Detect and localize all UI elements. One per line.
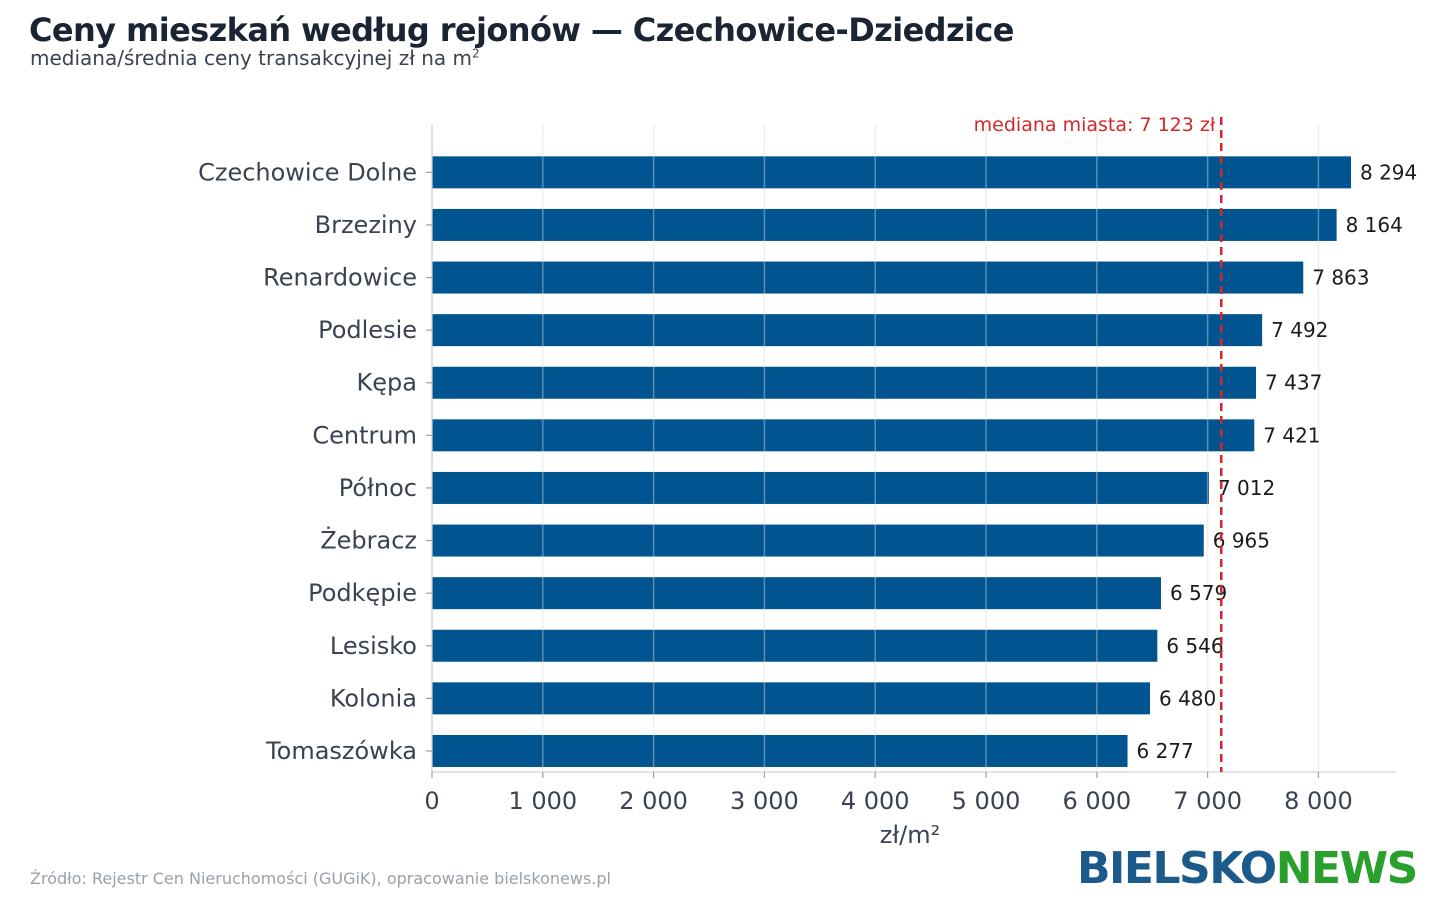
category-label: Renardowice [263, 264, 417, 292]
category-label: Czechowice Dolne [198, 158, 417, 186]
bar [432, 208, 1337, 241]
category-label: Brzeziny [315, 211, 417, 239]
subtitle-text: mediana/średnia ceny transakcyjnej zł na… [30, 46, 473, 70]
bar [432, 366, 1257, 399]
value-label: 8 294 [1360, 160, 1417, 184]
value-label: 6 546 [1166, 634, 1223, 658]
value-label: 7 492 [1271, 318, 1328, 342]
chart-title: Ceny mieszkań według rejonów — Czechowic… [29, 11, 1014, 49]
bar [432, 629, 1158, 662]
bar [432, 734, 1128, 767]
x-axis-title: zł/m² [880, 821, 941, 849]
value-label: 7 012 [1218, 476, 1275, 500]
value-label: 6 579 [1170, 581, 1227, 605]
x-tick-label: 2 000 [619, 787, 688, 815]
bielskonews-logo: BIELSKONEWS [1077, 842, 1419, 896]
x-tick-label: 6 000 [1062, 787, 1131, 815]
category-label: Tomaszówka [265, 737, 417, 765]
value-label: 6 480 [1159, 686, 1216, 710]
bar [432, 419, 1255, 452]
bar [432, 261, 1304, 294]
x-tick-label: 5 000 [952, 787, 1021, 815]
bar [432, 524, 1204, 557]
x-tick-label: 4 000 [841, 787, 910, 815]
value-label: 8 164 [1346, 213, 1403, 237]
x-tick-label: 0 [424, 787, 439, 815]
bar [432, 471, 1209, 504]
logo-part-2: NEWS [1275, 843, 1419, 894]
category-label: Północ [339, 474, 417, 502]
median-reference-label: mediana miasta: 7 123 zł [974, 114, 1216, 136]
bar [432, 314, 1263, 347]
category-label: Podkępie [308, 579, 417, 607]
value-label: 7 421 [1263, 423, 1320, 447]
category-label: Lesisko [330, 632, 417, 660]
category-label: Kępa [357, 369, 417, 397]
category-label: Żebracz [320, 526, 417, 555]
x-tick-label: 8 000 [1284, 787, 1353, 815]
bar [432, 156, 1352, 189]
value-label: 7 863 [1312, 266, 1369, 290]
x-tick-label: 3 000 [730, 787, 799, 815]
logo-part-1: BIELSKO [1077, 843, 1277, 894]
category-label: Centrum [312, 421, 417, 449]
bar [432, 682, 1151, 715]
category-label: Kolonia [330, 684, 417, 712]
source-note: Źródło: Rejestr Cen Nieruchomości (GUGiK… [30, 869, 611, 888]
value-label: 7 437 [1265, 371, 1322, 395]
value-label: 6 277 [1137, 739, 1194, 763]
bar [432, 577, 1161, 610]
x-tick-label: 1 000 [508, 787, 577, 815]
category-label: Podlesie [318, 316, 417, 344]
x-tick-label: 7 000 [1173, 787, 1242, 815]
subtitle-superscript: 2 [472, 46, 480, 61]
chart-subtitle: mediana/średnia ceny transakcyjnej zł na… [30, 46, 480, 70]
